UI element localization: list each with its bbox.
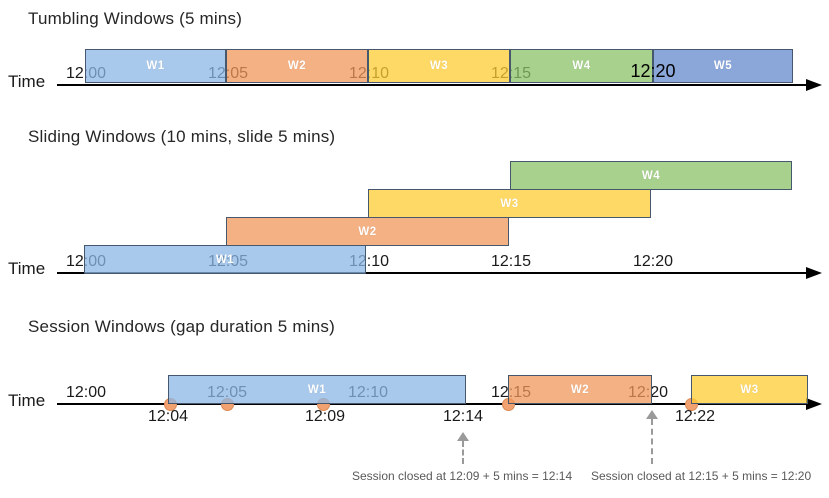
sliding-window-w2: W2 — [226, 217, 509, 246]
session-close-note-2: Session closed at 12:15 + 5 mins = 12:20 — [591, 469, 812, 483]
tumbling-window-w2: W2 — [226, 49, 368, 83]
sliding-axis-arrowhead-icon — [806, 267, 822, 279]
session-time-axis-line — [57, 403, 809, 405]
sliding-section-title: Sliding Windows (10 mins, slide 5 mins) — [28, 127, 336, 146]
window-label: W3 — [500, 197, 519, 210]
event-time-label-1209: 12:09 — [304, 408, 346, 425]
tumbling-window-w5: W5 — [653, 49, 793, 83]
window-label: W2 — [570, 383, 590, 396]
tumbling-time-axis-label: Time — [8, 72, 46, 91]
session-close-note-1: Session closed at 12:09 + 5 mins = 12:14 — [352, 469, 573, 483]
session-close-arrow-line — [651, 419, 653, 464]
session-close-arrowhead-icon — [457, 432, 469, 441]
event-time-label-1222: 12:22 — [674, 408, 716, 425]
session-tick-1200: 12:00 — [65, 384, 107, 401]
sliding-window-w4: W4 — [510, 161, 792, 190]
window-label: W4 — [641, 169, 661, 182]
tumbling-time-axis-line — [57, 84, 809, 86]
session-window-w3: W3 — [691, 375, 808, 404]
window-label: W1 — [307, 383, 327, 396]
window-label: W3 — [429, 60, 449, 72]
session-section-title: Session Windows (gap duration 5 mins) — [28, 317, 335, 336]
session-close-arrowhead-icon — [646, 410, 658, 419]
sliding-tick-1220: 12:20 — [632, 253, 674, 270]
session-time-axis-label: Time — [8, 391, 46, 410]
sliding-tick-1215: 12:15 — [490, 253, 532, 270]
window-label: W3 — [740, 383, 759, 396]
close-time-label-1214: 12:14 — [442, 408, 484, 425]
window-label: W5 — [713, 60, 733, 72]
event-time-label-1204: 12:04 — [147, 408, 189, 425]
window-label: W2 — [358, 225, 377, 238]
window-label: W1 — [146, 60, 165, 72]
window-label: W4 — [572, 60, 591, 72]
sliding-time-axis-line — [57, 272, 809, 274]
sliding-window-w1: W1 — [84, 245, 366, 274]
window-label: W1 — [215, 253, 235, 266]
tumbling-axis-arrowhead-icon — [806, 79, 822, 91]
tumbling-section-title: Tumbling Windows (5 mins) — [28, 9, 243, 28]
session-window-w1: W1 — [168, 375, 466, 404]
sliding-time-axis-label: Time — [8, 259, 46, 278]
tumbling-window-w1: W1 — [85, 49, 226, 83]
window-label: W2 — [287, 60, 307, 72]
sliding-window-w3: W3 — [368, 189, 651, 218]
tumbling-window-w3: W3 — [368, 49, 510, 83]
tumbling-window-w4: W4 — [510, 49, 653, 83]
session-window-w2: W2 — [508, 375, 652, 404]
session-close-arrow-line — [462, 441, 464, 464]
session-axis-arrowhead-icon — [806, 398, 822, 410]
tumbling-tick-1220-emphasized: 12:20 — [630, 61, 676, 81]
